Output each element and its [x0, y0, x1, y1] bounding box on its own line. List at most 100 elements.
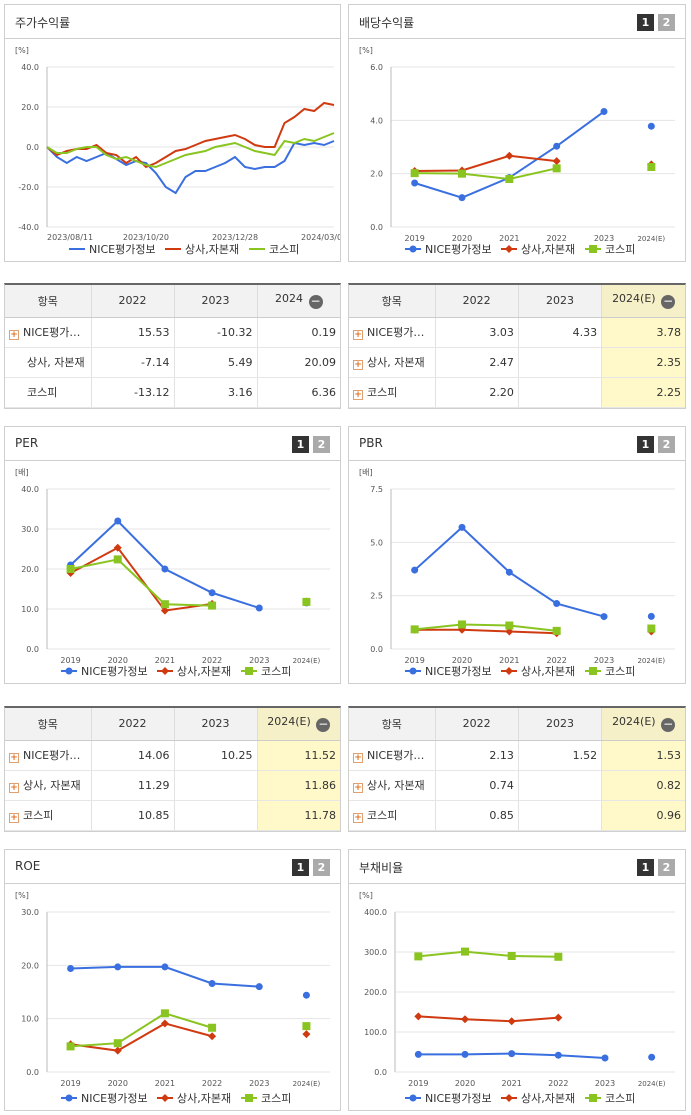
collapse-icon[interactable]: − — [661, 294, 676, 310]
tab-1[interactable]: 1 — [292, 436, 309, 453]
data-point — [647, 163, 656, 171]
cell: 2.25 — [601, 377, 685, 408]
x-tick-label: 2024(E) — [637, 657, 665, 665]
panel-roe: ROE 1 2 [%] 0.0 10.0 20.0 30.0 2019 2020 2021 20… — [4, 849, 341, 1111]
x-tick-label: 2022 — [202, 1079, 222, 1088]
tab-1[interactable]: 1 — [637, 436, 654, 453]
row-name[interactable]: 상사, 자본재 — [367, 356, 425, 369]
y-tick-label: 20.0 — [21, 961, 39, 970]
data-point — [410, 169, 419, 178]
series-line — [46, 101, 335, 169]
y-tick-label: 20.0 — [21, 565, 39, 574]
legend-label: NICE평가정보 — [89, 243, 156, 256]
data-point — [245, 667, 253, 675]
expand-icon[interactable]: + — [353, 390, 363, 400]
x-tick-label: 2022 — [548, 1079, 568, 1088]
data-point — [505, 621, 514, 630]
collapse-icon[interactable]: − — [308, 294, 323, 310]
panel-stock-return: 주가수익률 [%] -40.0 -20.0 0.0 20.0 40.0 2023/08/11… — [4, 4, 341, 262]
expand-icon[interactable]: + — [9, 783, 19, 793]
tab-2[interactable]: 2 — [313, 859, 330, 876]
col-header-item: 항목 — [5, 708, 91, 741]
data-point — [505, 175, 514, 183]
x-tick-label: 2023/08/11 — [47, 233, 93, 242]
row-name[interactable]: 코스피 — [367, 809, 398, 822]
tab-2[interactable]: 2 — [658, 859, 675, 876]
table-dividend-yield: 항목 2022 2023 2024(E) − + NICE평가… 3.03 4.3… — [348, 283, 686, 409]
data-point — [255, 983, 263, 991]
y-axis-unit: [배] — [359, 468, 373, 477]
series-line — [46, 132, 335, 169]
y-tick-label: 300.0 — [364, 948, 387, 957]
data-point — [458, 620, 466, 629]
y-tick-label: 20.0 — [21, 103, 39, 112]
data-point — [461, 1050, 469, 1058]
expand-icon[interactable]: + — [9, 813, 19, 823]
col-header-item: 항목 — [5, 285, 91, 318]
y-tick-label: -40.0 — [18, 223, 39, 232]
cell: -13.12 — [90, 377, 174, 408]
series-line — [70, 558, 213, 607]
collapse-icon[interactable]: − — [661, 717, 676, 733]
data-point — [302, 1030, 311, 1039]
x-tick-label: 2021 — [499, 656, 519, 665]
view-tabs: 1 2 — [637, 436, 675, 453]
data-point — [554, 952, 563, 961]
data-point — [589, 245, 597, 253]
cell: 2.20 — [434, 377, 519, 408]
x-tick-label: 2021 — [155, 1079, 175, 1088]
data-point — [302, 1022, 311, 1031]
panel-header: PER 1 2 — [5, 427, 340, 461]
collapse-icon[interactable]: − — [316, 717, 331, 733]
expand-icon[interactable]: + — [353, 753, 363, 763]
row-name[interactable]: NICE평가… — [23, 326, 81, 339]
panel-title: PER — [15, 436, 39, 450]
panel-header: 배당수익률 1 2 — [349, 5, 685, 39]
cell: 0.19 — [256, 317, 340, 348]
x-tick-label: 2023 — [594, 656, 614, 665]
cell: -10.32 — [173, 317, 257, 348]
tab-1[interactable]: 1 — [292, 859, 309, 876]
y-tick-label: 0.0 — [26, 1068, 39, 1077]
cell: 15.53 — [90, 317, 174, 348]
row-name[interactable]: 상사, 자본재 — [367, 779, 425, 792]
tab-2[interactable]: 2 — [313, 436, 330, 453]
x-tick-label: 2023 — [595, 1079, 615, 1088]
data-point — [505, 568, 513, 576]
panel-pbr: PBR 1 2 [배] 0.0 2.5 5.0 7.5 2019 2020 2021 2022 2… — [348, 426, 686, 684]
tab-2[interactable]: 2 — [658, 436, 675, 453]
tab-1[interactable]: 1 — [637, 14, 654, 31]
row-name[interactable]: NICE평가… — [367, 749, 425, 762]
expand-icon[interactable]: + — [353, 330, 363, 340]
cell: 0.82 — [601, 770, 685, 801]
data-point — [255, 604, 263, 612]
expand-icon[interactable]: + — [353, 360, 363, 370]
series-line — [418, 950, 559, 958]
tab-1[interactable]: 1 — [637, 859, 654, 876]
y-tick-label: 4.0 — [370, 116, 383, 125]
x-tick-label: 2023/12/28 — [212, 233, 258, 242]
data-point — [554, 1051, 562, 1059]
cell: 0.74 — [434, 770, 519, 801]
cell: 2.13 — [434, 740, 519, 771]
row-name[interactable]: NICE평가… — [23, 749, 81, 762]
series-line — [414, 154, 557, 172]
y-tick-label: 6.0 — [370, 63, 383, 72]
col-header-2023: 2023 — [517, 285, 602, 318]
data-point — [161, 667, 169, 675]
y-tick-label: 0.0 — [374, 1068, 387, 1077]
data-point — [589, 667, 597, 675]
expand-icon[interactable]: + — [9, 753, 19, 763]
legend-label: 코스피 — [605, 243, 635, 256]
expand-icon[interactable]: + — [353, 813, 363, 823]
series-line — [414, 628, 557, 635]
row-name[interactable]: 코스피 — [367, 386, 398, 399]
y-tick-label: 0.0 — [26, 143, 39, 152]
row-name[interactable]: 상사, 자본재 — [23, 779, 81, 792]
tab-2[interactable]: 2 — [658, 14, 675, 31]
expand-icon[interactable]: + — [9, 330, 19, 340]
row-name[interactable]: NICE평가… — [367, 326, 425, 339]
expand-icon[interactable]: + — [353, 783, 363, 793]
x-tick-label: 2024(E) — [638, 1080, 666, 1088]
row-name[interactable]: 코스피 — [23, 809, 54, 822]
